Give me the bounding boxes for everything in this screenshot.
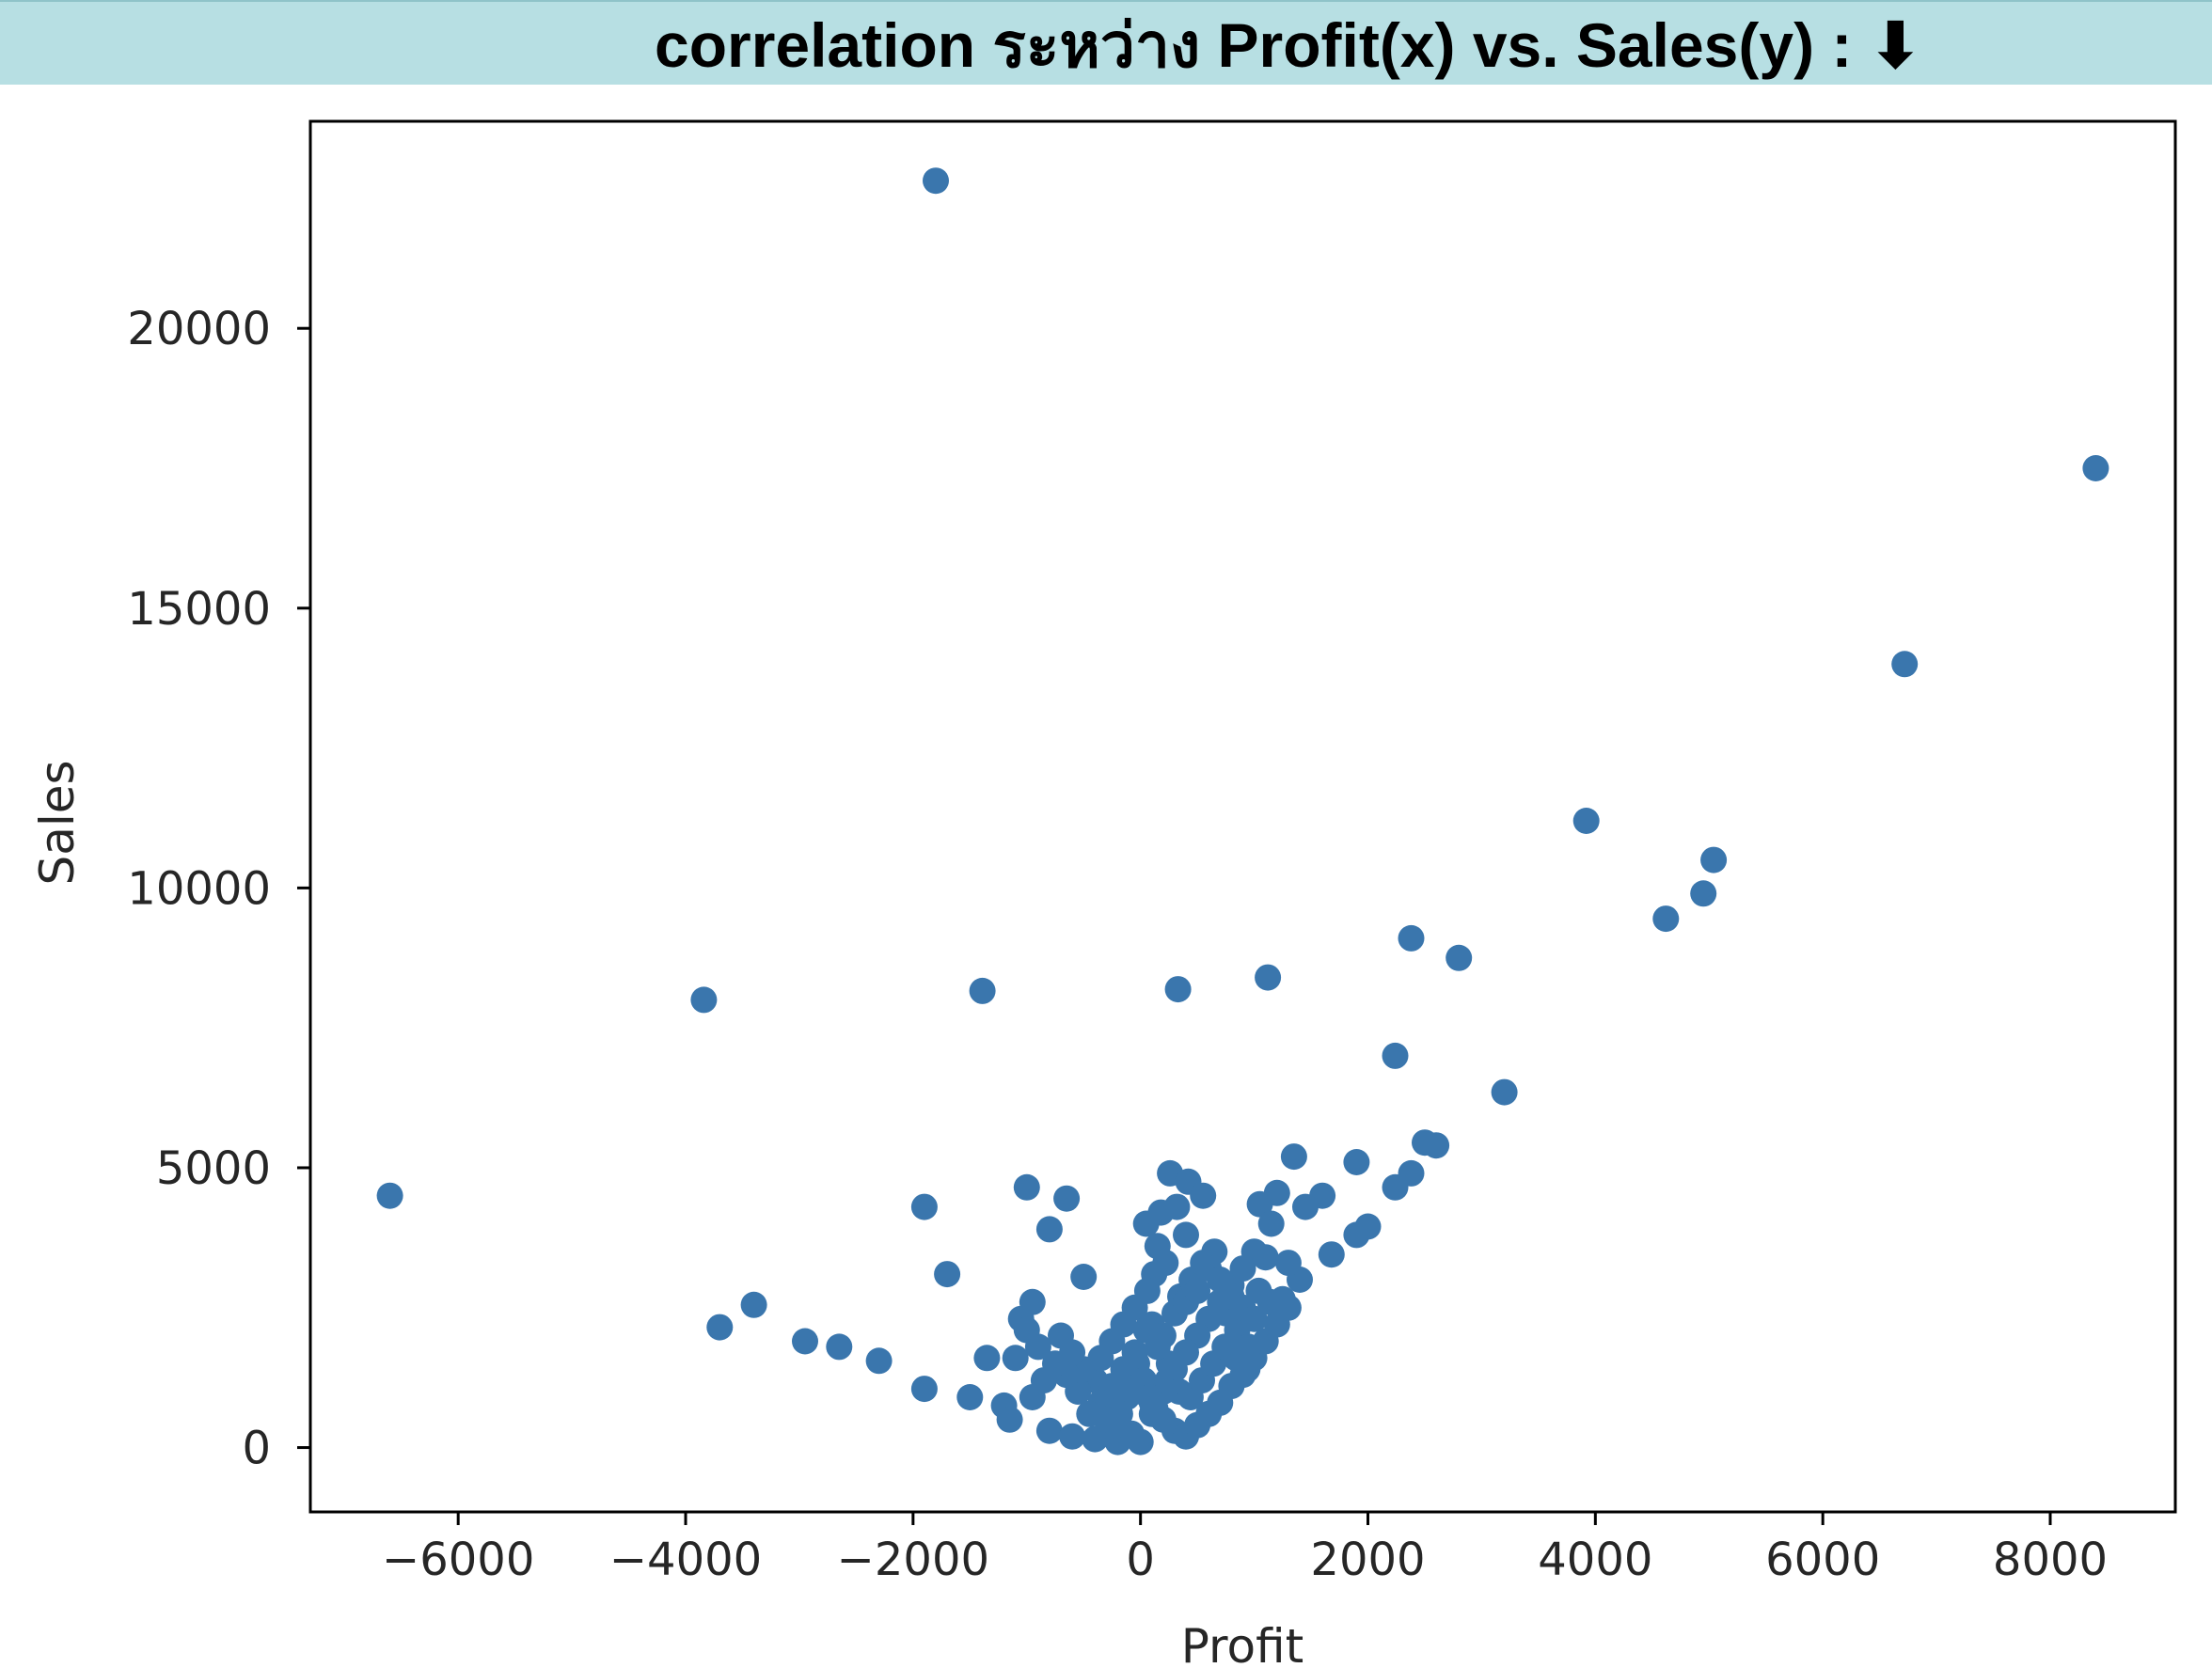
data-point-64 [740,1291,767,1318]
data-point-54 [1070,1264,1098,1290]
data-point-8 [1398,924,1425,952]
plot-frame [308,119,2177,1514]
data-point-138 [1142,1394,1169,1422]
data-point-0 [923,167,949,195]
data-point-7 [1446,944,1473,971]
x-axis: −6000 −4000 −2000 0 2000 4000 6000 8000 [382,1512,2108,1586]
data-point-6 [1652,905,1680,933]
title-banner: correlation ระหว่าง Profit(x) vs. Sales(… [0,0,2212,85]
data-point-1 [2082,455,2109,481]
data-point-50 [1013,1173,1040,1201]
data-point-70 [1082,1425,1109,1453]
banner-title: correlation ระหว่าง Profit(x) vs. Sales(… [655,10,1922,80]
data-point-55 [934,1261,961,1288]
x-tick-label: 6000 [1765,1534,1880,1586]
data-point-17 [1412,1129,1438,1157]
y-tick-label: 15000 [127,583,271,636]
data-point-30 [1246,1190,1273,1218]
data-point-58 [973,1345,1001,1372]
data-point-9 [1255,964,1282,991]
data-point-142 [1093,1406,1120,1433]
data-point-65 [706,1314,734,1341]
data-point-26 [1280,1143,1307,1171]
x-tick-label: 0 [1126,1534,1155,1586]
data-point-22 [1318,1241,1345,1268]
data-point-68 [1035,1417,1063,1444]
data-point-154 [1252,1244,1279,1271]
data-point-121 [1019,1384,1046,1410]
data-point-5 [1690,880,1717,907]
data-point-132 [1184,1277,1211,1304]
data-point-153 [1274,1250,1302,1277]
scatter-chart: −6000 −4000 −2000 0 2000 4000 6000 8000 0 5000 10… [30,119,2177,1668]
data-point-14 [1491,1078,1518,1106]
data-point-74 [1190,1182,1217,1209]
data-point-49 [1048,1322,1074,1349]
data-point-59 [956,1384,984,1410]
data-point-67 [996,1406,1023,1433]
data-point-19 [1382,1173,1409,1201]
data-point-78 [1173,1221,1199,1249]
data-point-51 [1053,1185,1081,1212]
y-tick-label: 10000 [127,862,271,915]
data-point-53 [1035,1216,1063,1243]
data-point-77 [1163,1193,1191,1220]
data-point-4 [1700,846,1728,873]
data-point-124 [1013,1316,1040,1344]
data-point-31 [1257,1210,1285,1237]
data-point-134 [1149,1322,1177,1349]
data-point-122 [1002,1345,1029,1372]
data-point-25 [1343,1149,1370,1175]
y-tick-label: 5000 [156,1142,271,1195]
data-point-10 [1164,976,1192,1003]
data-point-62 [826,1333,853,1361]
x-tick-label: −2000 [837,1534,989,1586]
data-point-86 [1087,1345,1114,1372]
data-point-52 [910,1193,938,1220]
x-tick-label: 8000 [1993,1534,2108,1586]
data-point-152 [1256,1288,1284,1315]
data-point-60 [910,1376,938,1403]
data-point-15 [1382,1042,1409,1069]
y-axis-label: Sales [30,760,85,885]
x-tick-label: −6000 [382,1534,534,1586]
data-point-21 [1343,1221,1370,1249]
x-tick-label: 4000 [1538,1534,1652,1586]
points-layer [376,167,2109,1456]
data-point-69 [1059,1423,1086,1450]
data-point-63 [792,1328,818,1355]
data-point-150 [1234,1356,1261,1383]
data-point-12 [690,986,718,1014]
y-axis: 0 5000 10000 15000 20000 [127,303,310,1475]
data-point-11 [969,977,996,1004]
y-tick-label: 20000 [127,303,271,355]
data-point-28 [1292,1193,1319,1220]
data-point-129 [1240,1305,1268,1332]
y-tick-label: 0 [242,1423,271,1475]
x-axis-label: Profit [1181,1619,1304,1668]
data-point-61 [865,1347,893,1375]
data-point-3 [1572,808,1600,834]
x-tick-label: −4000 [609,1534,762,1586]
data-point-2 [1891,651,1919,678]
x-tick-label: 2000 [1310,1534,1425,1586]
data-point-13 [376,1182,403,1209]
